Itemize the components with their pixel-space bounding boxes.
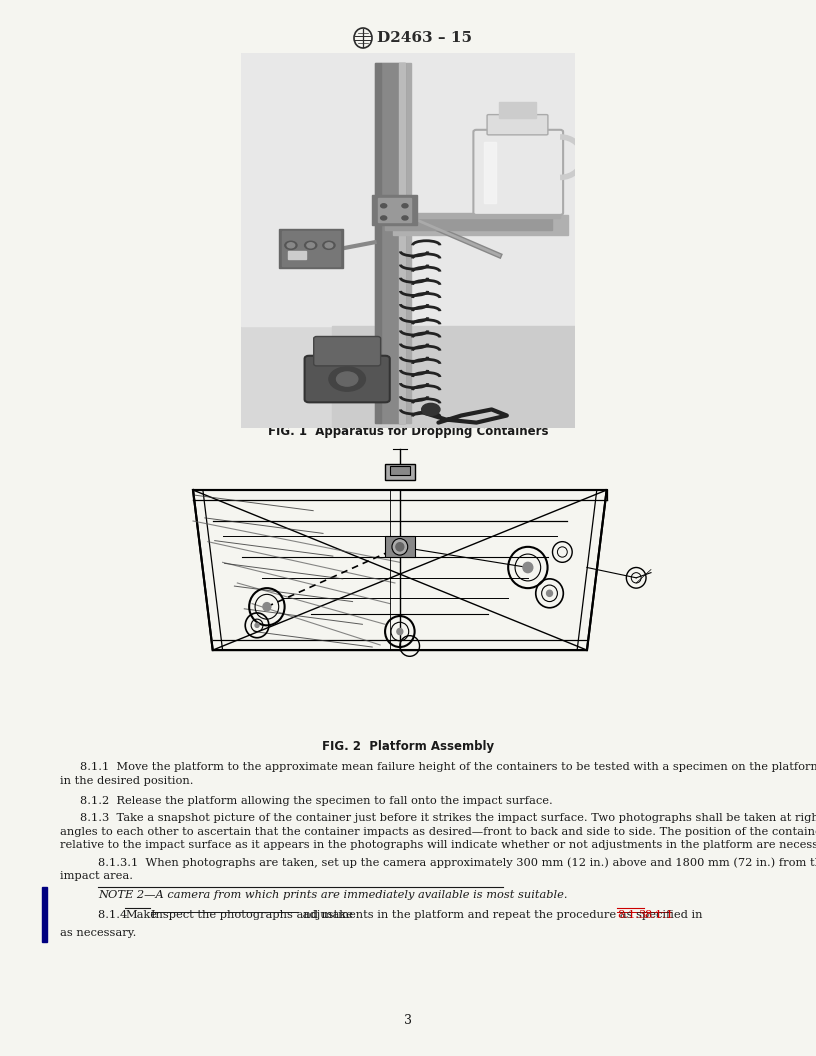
- Bar: [42, 887, 47, 942]
- Text: 8.1.3  Take a snapshot picture of the container just before it strikes the impac: 8.1.3 Take a snapshot picture of the con…: [80, 813, 816, 824]
- Circle shape: [285, 241, 297, 249]
- Circle shape: [402, 215, 408, 220]
- Bar: [484, 142, 496, 203]
- Circle shape: [523, 562, 533, 572]
- Text: FIG. 2  Platform Assembly: FIG. 2 Platform Assembly: [322, 740, 494, 753]
- Text: adjustments in the platform and repeat the procedure as specified in: adjustments in the platform and repeat t…: [299, 910, 706, 921]
- Text: NOTE 2—A camera from which prints are immediately available is most suitable.: NOTE 2—A camera from which prints are im…: [98, 890, 567, 901]
- Bar: [385, 213, 560, 218]
- Circle shape: [307, 243, 314, 248]
- Bar: [392, 215, 568, 235]
- Text: 8.1.3.1  When photographs are taken, set up the camera approximately 300 mm (12 : 8.1.3.1 When photographs are taken, set …: [98, 857, 816, 868]
- Text: 8.1.4: 8.1.4: [98, 910, 131, 921]
- Circle shape: [329, 366, 366, 391]
- Circle shape: [304, 241, 317, 249]
- Text: angles to each other to ascertain that the container impacts as desired—front to: angles to each other to ascertain that t…: [60, 827, 816, 836]
- Bar: [288, 251, 306, 260]
- Text: 8.1.1: 8.1.1: [645, 910, 674, 921]
- Bar: [385, 218, 552, 230]
- Circle shape: [263, 603, 271, 610]
- Bar: [399, 63, 405, 422]
- Text: 3: 3: [404, 1014, 412, 1026]
- Circle shape: [392, 539, 408, 555]
- Circle shape: [396, 543, 404, 551]
- FancyBboxPatch shape: [304, 356, 390, 402]
- Text: 8.1.2  Release the platform allowing the specimen to fall onto the impact surfac: 8.1.2 Release the platform allowing the …: [80, 796, 552, 806]
- Text: in the desired position.: in the desired position.: [60, 775, 193, 786]
- Circle shape: [380, 204, 387, 208]
- Circle shape: [323, 241, 335, 249]
- Bar: [375, 63, 380, 422]
- Bar: [378, 197, 411, 222]
- FancyBboxPatch shape: [473, 130, 563, 215]
- Circle shape: [397, 628, 403, 635]
- Bar: [499, 102, 536, 117]
- Text: 8.1.3: 8.1.3: [618, 910, 646, 921]
- Bar: [371, 194, 417, 225]
- Bar: [282, 231, 339, 265]
- Text: 8.1.1  Move the platform to the approximate mean failure height of the container: 8.1.1 Move the platform to the approxima…: [80, 762, 816, 772]
- Text: impact area.: impact area.: [60, 871, 133, 882]
- Bar: [279, 229, 343, 267]
- Circle shape: [287, 243, 295, 248]
- FancyBboxPatch shape: [313, 337, 380, 365]
- Bar: [390, 467, 410, 474]
- Text: relative to the impact surface as it appears in the photographs will indicate wh: relative to the impact surface as it app…: [60, 841, 816, 850]
- Bar: [375, 63, 411, 422]
- Circle shape: [336, 372, 358, 386]
- Circle shape: [402, 204, 408, 208]
- Text: FIG. 1  Apparatus for Dropping Containers: FIG. 1 Apparatus for Dropping Containers: [268, 425, 548, 438]
- Bar: [385, 465, 415, 479]
- Bar: [385, 536, 415, 558]
- Circle shape: [547, 590, 552, 597]
- Circle shape: [325, 243, 333, 248]
- Bar: [332, 326, 575, 428]
- Circle shape: [422, 403, 440, 415]
- Bar: [380, 63, 405, 422]
- Text: D2463 – 15: D2463 – 15: [377, 31, 472, 45]
- Circle shape: [380, 215, 387, 220]
- Bar: [241, 53, 575, 326]
- Text: Make: Make: [126, 910, 157, 921]
- Text: as necessary.: as necessary.: [60, 928, 136, 938]
- Text: Inspect the photographs and make: Inspect the photographs and make: [151, 910, 353, 921]
- Circle shape: [255, 623, 259, 627]
- FancyBboxPatch shape: [487, 115, 548, 135]
